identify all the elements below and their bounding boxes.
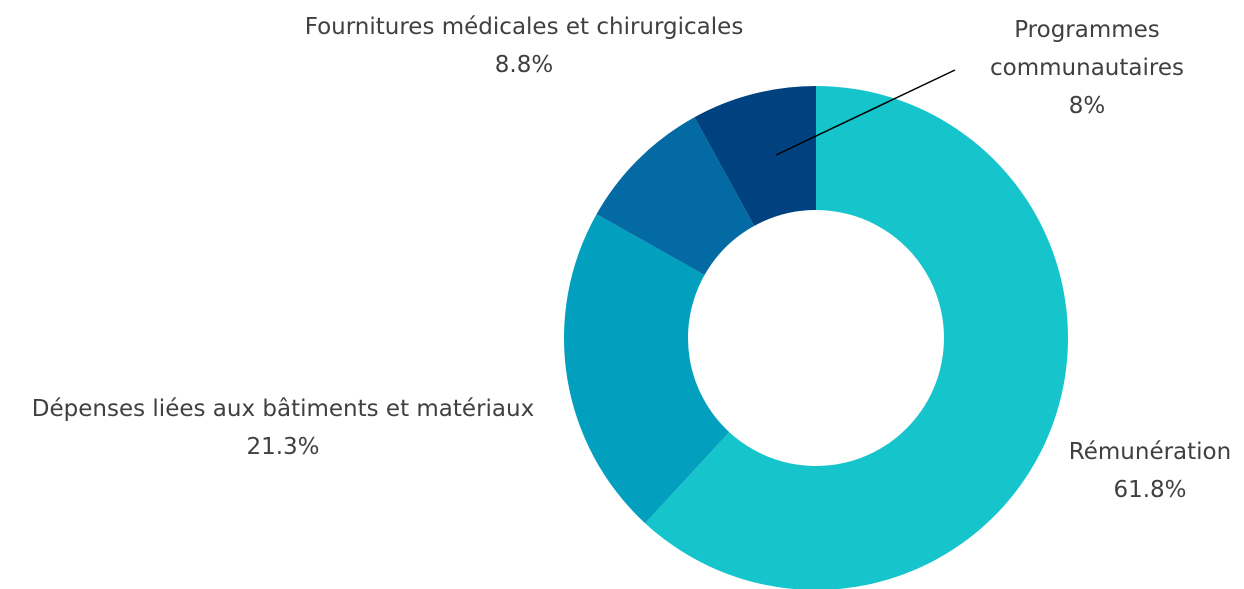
category-name: Dépenses liées aux bâtiments et matériau… bbox=[31, 396, 535, 422]
category-name: Fournitures médicales et chirurgicales bbox=[304, 14, 744, 40]
category-name: Rémunération bbox=[1068, 439, 1232, 465]
slice-label: Dépenses liées aux bâtiments et matériau… bbox=[3, 390, 563, 466]
donut-slice bbox=[645, 86, 1068, 589]
slice-label: Programmes communautaires 8% bbox=[987, 11, 1187, 125]
category-name: Programmes communautaires bbox=[990, 17, 1184, 81]
leader-line bbox=[775, 69, 956, 156]
value-label: 8% bbox=[1068, 93, 1106, 119]
donut-slice bbox=[596, 117, 755, 276]
donut-slice bbox=[694, 86, 816, 226]
value-label: 61.8% bbox=[1113, 477, 1187, 503]
value-label: 8.8% bbox=[494, 52, 554, 78]
value-label: 21.3% bbox=[246, 434, 320, 460]
slice-label: Rémunération 61.8% bbox=[1050, 433, 1244, 509]
donut-slice bbox=[564, 214, 730, 524]
slice-label: Fournitures médicales et chirurgicales 8.… bbox=[264, 8, 784, 84]
